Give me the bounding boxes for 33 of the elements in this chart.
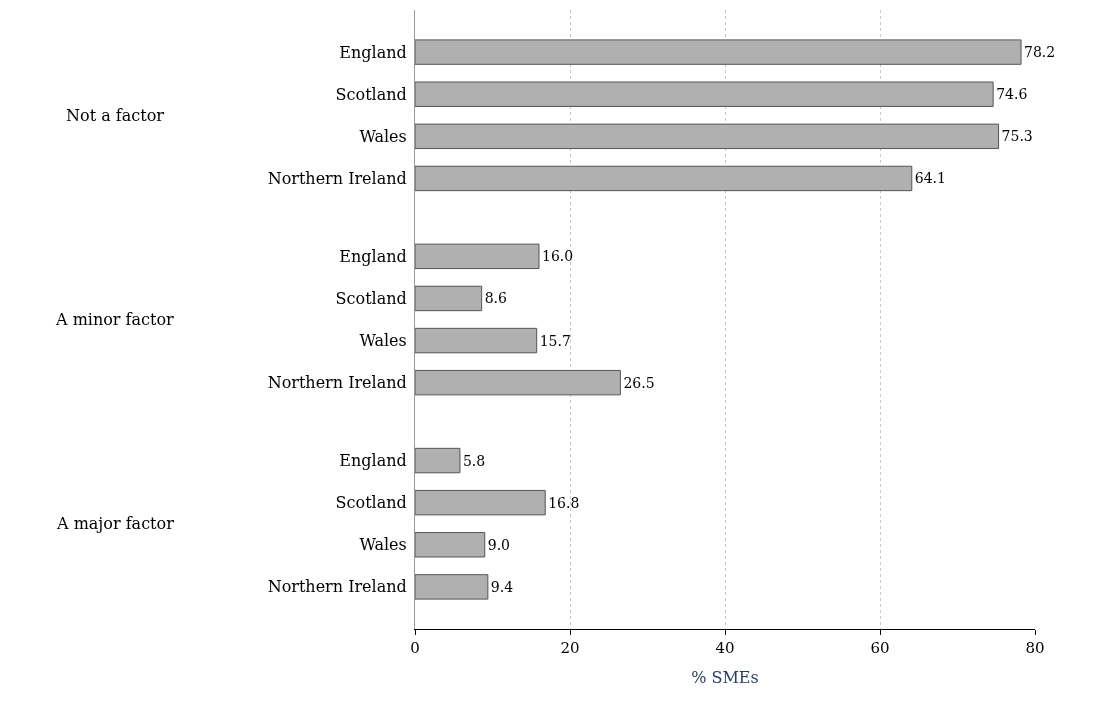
data-label: 9.0 [487,536,511,553]
data-label: 75.3 [1001,128,1033,145]
x-tick-label: 40 [715,639,735,657]
data-label: 26.5 [623,374,655,391]
y-tick-label: Wales [359,126,407,146]
data-label: 74.6 [996,86,1028,103]
y-tick-label: Scotland [335,289,407,309]
text: A minor factor [55,310,175,329]
y-tick-label: Wales [359,535,407,555]
data-label: 78.2 [1024,44,1056,61]
y-tick-label: Scotland [335,493,407,513]
data-label: 16.0 [542,248,574,265]
y-tick-label: England [339,42,407,62]
data-label: 9.4 [490,578,514,595]
text: A major factor [56,514,175,533]
y-tick-label: England [339,451,407,471]
text: Not a factor [66,106,165,125]
data-label: 5.8 [462,452,486,469]
y-tick-label: Northern Ireland [267,169,407,189]
x-tick-label: 20 [560,639,580,657]
y-tick-label: Wales [359,331,407,351]
x-tick-label: 80 [1025,639,1045,657]
y-tick-label: England [339,246,407,266]
data-label: 8.6 [484,290,508,307]
x-tick-label: 60 [870,639,890,657]
x-axis-title: % SMEs [691,667,759,687]
data-label: 64.1 [914,170,946,187]
x-tick-label: 0 [410,639,420,657]
y-tick-label: Northern Ireland [267,373,407,393]
y-tick-label: Northern Ireland [267,577,407,597]
y-tick-label: Scotland [335,84,407,104]
data-label: 15.7 [539,332,571,349]
data-label: 16.8 [548,494,580,511]
